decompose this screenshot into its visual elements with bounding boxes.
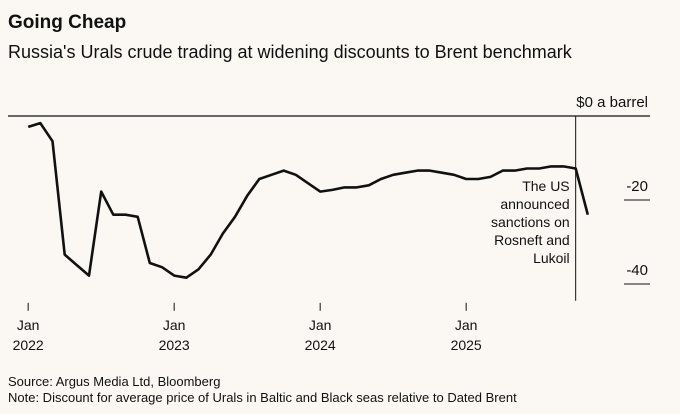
x-tick-label: 2022: [13, 337, 44, 353]
source: Source: Argus Media Ltd, Bloomberg: [8, 374, 220, 389]
annotation-text: The US: [522, 178, 569, 194]
chart-subtitle: Russia's Urals crude trading at widening…: [8, 42, 573, 62]
x-tick-label: Jan: [455, 317, 478, 333]
y-tick-label: -20: [626, 178, 648, 195]
line: [27, 121, 590, 279]
annotation-text: Rosneft and: [494, 232, 570, 248]
y-tick-label: $0 a barrel: [576, 94, 648, 111]
x-tick-label: 2024: [305, 337, 336, 353]
x-tick-label: Jan: [309, 317, 332, 333]
annotation-text: announced: [500, 196, 569, 212]
x-tick-label: Jan: [163, 317, 186, 333]
annotation-text: Lukoil: [533, 250, 570, 266]
note: Note: Discount for average price of Ural…: [8, 390, 517, 405]
x-tick-label: Jan: [17, 317, 40, 333]
y-tick-label: -40: [626, 262, 648, 279]
x-tick-label: 2023: [159, 337, 190, 353]
annotation-text: sanctions on: [491, 214, 570, 230]
x-tick-label: 2025: [451, 337, 482, 353]
chart-title: Going Cheap: [8, 12, 126, 33]
